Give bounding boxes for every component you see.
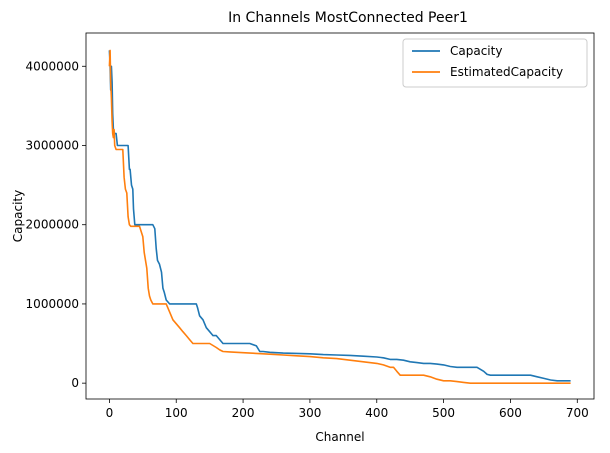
legend-box bbox=[402, 38, 588, 88]
x-axis-label: Channel bbox=[315, 430, 364, 444]
y-tick-label: 3000000 bbox=[26, 138, 79, 152]
legend-label-estimated-capacity: EstimatedCapacity bbox=[450, 65, 563, 79]
x-tick-label: 500 bbox=[432, 406, 455, 420]
x-tick-label: 400 bbox=[365, 406, 388, 420]
x-tick-label: 700 bbox=[566, 406, 589, 420]
legend: Capacity EstimatedCapacity bbox=[402, 38, 588, 88]
x-tick-label: 100 bbox=[165, 406, 188, 420]
series-line-capacity bbox=[108, 50, 571, 382]
series-layer bbox=[108, 49, 571, 384]
y-tick-label: 2000000 bbox=[26, 218, 79, 232]
y-axis: 0 1000000 2000000 3000000 4000000 bbox=[26, 59, 86, 390]
plot-area bbox=[85, 32, 595, 400]
y-tick-label: 1000000 bbox=[26, 297, 79, 311]
y-tick-label: 4000000 bbox=[26, 59, 79, 73]
x-tick-label: 300 bbox=[298, 406, 321, 420]
x-tick-label: 600 bbox=[499, 406, 522, 420]
x-tick-label: 0 bbox=[106, 406, 114, 420]
axes-frame bbox=[85, 32, 595, 400]
x-axis: 0 100 200 300 400 500 600 700 bbox=[106, 399, 589, 420]
legend-label-capacity: Capacity bbox=[450, 44, 502, 58]
series-line-estimated-capacity bbox=[108, 49, 571, 384]
y-axis-label: Capacity bbox=[11, 190, 25, 242]
chart-title: In Channels MostConnected Peer1 bbox=[228, 10, 468, 26]
y-tick-label: 0 bbox=[71, 376, 79, 390]
axes-background bbox=[86, 33, 594, 399]
x-tick-label: 200 bbox=[232, 406, 255, 420]
